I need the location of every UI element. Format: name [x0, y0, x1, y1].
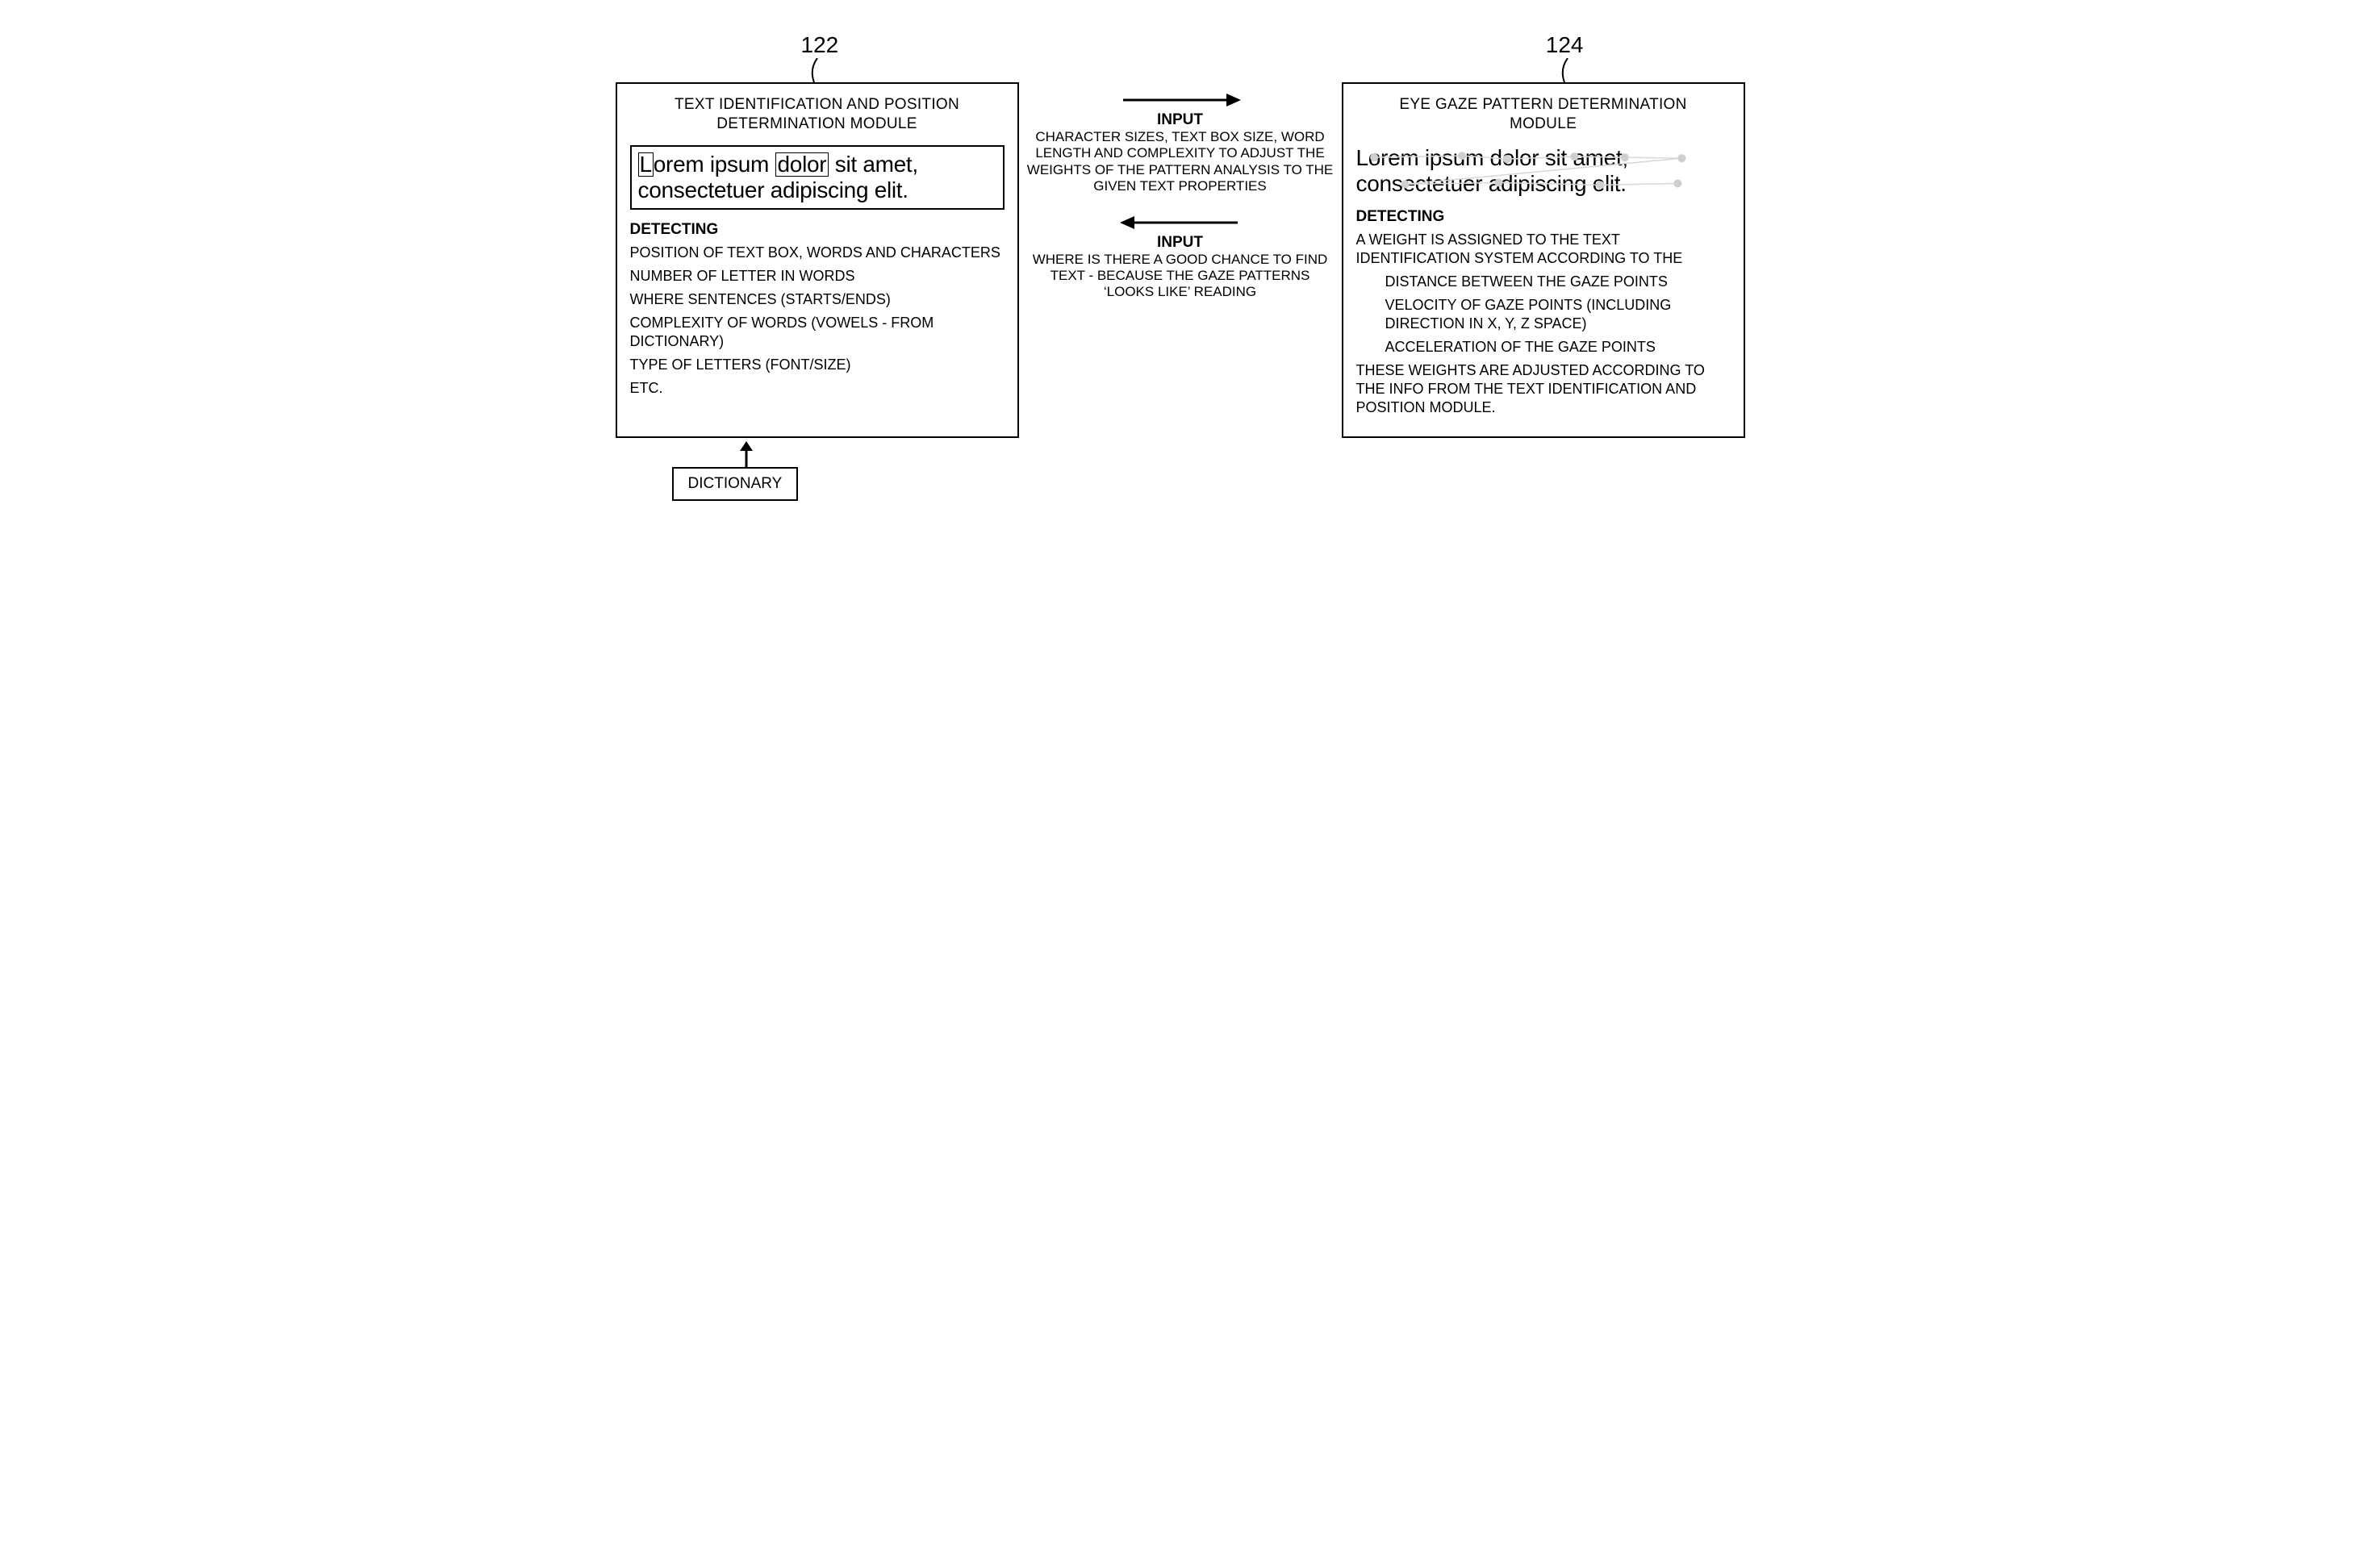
middle-column: INPUT CHARACTER SIZES, TEXT BOX SIZE, WO… — [1019, 82, 1342, 438]
title-l1: TEXT IDENTIFICATION AND POSITION — [675, 96, 959, 113]
bullets-left: POSITION OF TEXT BOX, WORDS AND CHARACTE… — [630, 244, 1005, 398]
bullets-right: A WEIGHT IS ASSIGNED TO THE TEXT IDENTIF… — [1356, 231, 1731, 417]
main-row: TEXT IDENTIFICATION AND POSITION DETERMI… — [616, 82, 1745, 438]
title-l1: EYE GAZE PATTERN DETERMINATION — [1399, 96, 1686, 113]
sub-bullet: ACCELERATION OF THE GAZE POINTS — [1356, 338, 1731, 357]
bullet: POSITION OF TEXT BOX, WORDS AND CHARACTE… — [630, 244, 1005, 262]
bullet: WHERE SENTENCES (STARTS/ENDS) — [630, 290, 1005, 309]
section-head-right: DETECTING — [1356, 208, 1731, 226]
sample-text-box: Lorem ipsum dolor sit amet, consectetuer… — [630, 145, 1005, 210]
seg1: orem ipsum — [654, 152, 775, 177]
post-text: THESE WEIGHTS ARE ADJUSTED ACCORDING TO … — [1356, 361, 1731, 417]
section-head-left: DETECTING — [630, 221, 1005, 239]
sample-l2: consectetuer adipiscing elit. — [1356, 171, 1627, 196]
bullet: NUMBER OF LETTER IN WORDS — [630, 267, 1005, 286]
mid-text-bot: WHERE IS THERE A GOOD CHANCE TO FIND TEX… — [1024, 252, 1337, 301]
sample-line2: consectetuer adipiscing elit. — [638, 177, 996, 203]
highlight-char: L — [638, 152, 654, 177]
bullet: TYPE OF LETTERS (FONT/SIZE) — [630, 356, 1005, 374]
sample-l1: Lorem ipsum dolor sit amet, — [1356, 145, 1628, 170]
module-text-identification: TEXT IDENTIFICATION AND POSITION DETERMI… — [616, 82, 1019, 438]
module-title-left: TEXT IDENTIFICATION AND POSITION DETERMI… — [630, 95, 1005, 134]
sub-bullet: VELOCITY OF GAZE POINTS (INCLUDING DIREC… — [1356, 296, 1731, 333]
leader-left — [801, 58, 833, 82]
mid-text-top: CHARACTER SIZES, TEXT BOX SIZE, WORD LEN… — [1024, 129, 1337, 195]
sample-plain: Lorem ipsum dolor sit amet, consectetuer… — [1356, 145, 1731, 197]
title-l2: MODULE — [1510, 115, 1577, 132]
leader-row — [616, 58, 1745, 82]
highlight-word: dolor — [775, 152, 829, 177]
ref-row: 122 124 — [616, 32, 1745, 58]
sample-line1: Lorem ipsum dolor sit amet, — [638, 152, 996, 177]
sub-bullet: DISTANCE BETWEEN THE GAZE POINTS — [1356, 273, 1731, 291]
arrow-right-icon — [1120, 90, 1241, 110]
module-title-right: EYE GAZE PATTERN DETERMINATION MODULE — [1356, 95, 1731, 134]
leader-right — [1552, 58, 1584, 82]
title-l2: DETERMINATION MODULE — [716, 115, 917, 132]
module-eye-gaze: EYE GAZE PATTERN DETERMINATION MODULE Lo… — [1342, 82, 1745, 438]
dictionary-row: DICTIONARY — [616, 441, 1745, 506]
ref-left: 122 — [801, 32, 839, 58]
pre-text: A WEIGHT IS ASSIGNED TO THE TEXT IDENTIF… — [1356, 231, 1731, 268]
arrow-up-icon — [737, 441, 756, 469]
ref-right: 124 — [1546, 32, 1584, 58]
arrow-left-icon — [1120, 213, 1241, 232]
mid-head-bot: INPUT — [1157, 234, 1203, 252]
mid-head-top: INPUT — [1157, 111, 1203, 129]
bullet: ETC. — [630, 379, 1005, 398]
diagram-root: 122 124 TEXT IDENTIFICATION AND POSITION… — [616, 32, 1745, 506]
dictionary-box: DICTIONARY — [672, 467, 799, 501]
seg2: sit amet, — [829, 152, 918, 177]
bullet: COMPLEXITY OF WORDS (VOWELS - FROM DICTI… — [630, 314, 1005, 351]
